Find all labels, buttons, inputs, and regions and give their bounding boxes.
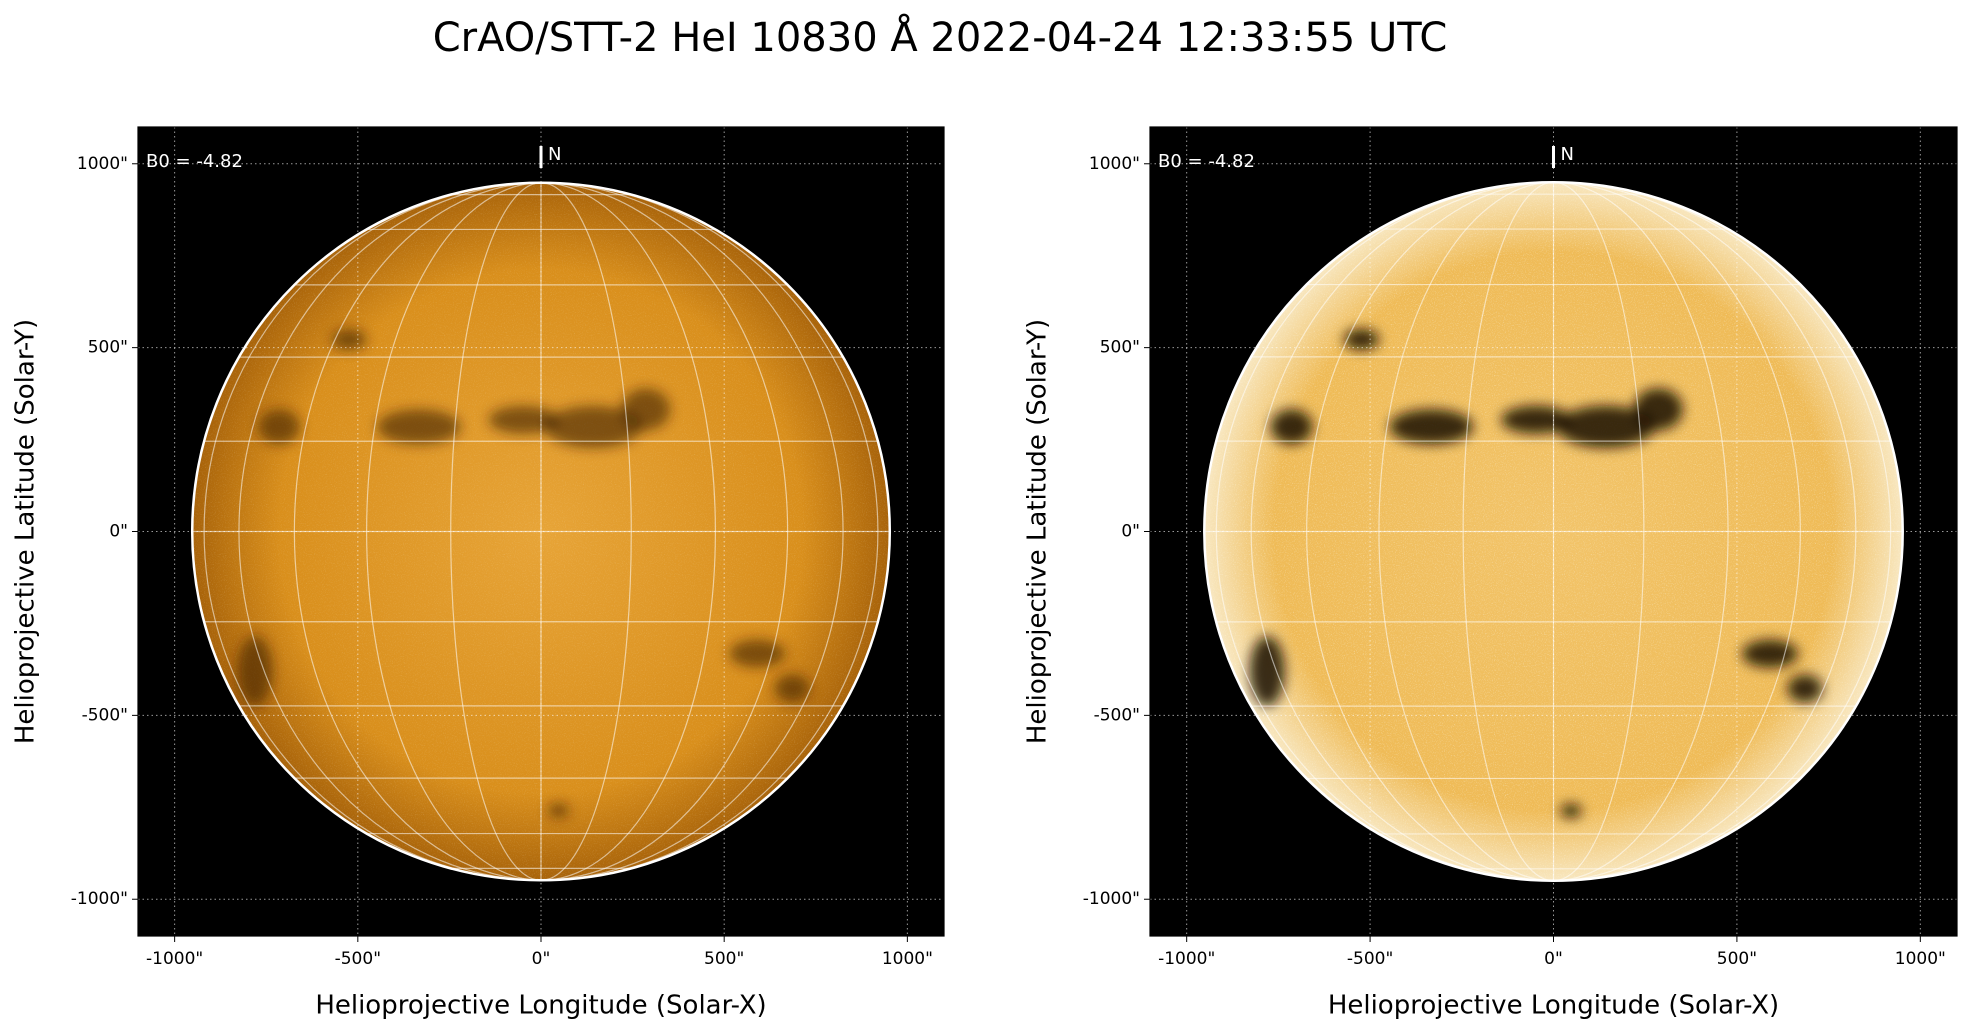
y-tick-label: 500": [88, 338, 128, 358]
y-tick-label: 0": [109, 522, 128, 542]
north-label: N: [1561, 144, 1574, 165]
filament: [1560, 803, 1582, 818]
heliographic-grid: [1204, 182, 1903, 881]
x-tick-label: 500": [1717, 949, 1757, 969]
y-tick-label: 1000": [1089, 154, 1140, 174]
filament: [377, 409, 461, 445]
filament: [1556, 405, 1655, 448]
filament: [237, 636, 273, 706]
x-tick-label: -1000": [146, 949, 203, 969]
panel: -1000" -500" 0" 500" 1000" -1000" -500" 0" 500" 1…: [11, 126, 945, 1021]
x-tick-label: -1000": [1158, 949, 1215, 969]
north-label: N: [548, 144, 561, 165]
x-tick-label: 0": [1544, 949, 1563, 969]
y-tick-label: -500": [82, 705, 128, 725]
filament: [1501, 405, 1571, 434]
x-tick-label: 500": [704, 949, 744, 969]
x-tick-label: 0": [532, 949, 551, 969]
y-axis-label: Helioprojective Latitude (Solar-Y): [11, 319, 41, 744]
x-axis-label: Helioprojective Longitude (Solar-X): [1328, 991, 1779, 1021]
y-tick-label: 1000": [77, 154, 128, 174]
y-axis-label: Helioprojective Latitude (Solar-Y): [1023, 319, 1053, 744]
filament: [547, 803, 569, 818]
y-tick-label: 500": [1100, 338, 1140, 358]
filament: [621, 388, 671, 431]
filament: [1389, 409, 1474, 445]
filament: [1343, 328, 1379, 350]
panel: -1000" -500" 0" 500" 1000" -1000" -500" 0" 500" 1…: [1023, 126, 1958, 1021]
figure-title: CrAO/STT-2 HeI 10830 Å 2022-04-24 12:33:…: [433, 13, 1448, 61]
filament: [544, 405, 643, 448]
plot-frame: [137, 126, 945, 937]
filament: [258, 409, 301, 445]
filament: [1249, 636, 1285, 707]
b0-annotation: B0 = -4.82: [146, 151, 243, 172]
y-tick-label: -500": [1094, 705, 1140, 725]
y-tick-label: -1000": [1083, 889, 1140, 909]
filament: [331, 329, 367, 351]
x-tick-label: 1000": [1895, 949, 1946, 969]
y-tick-label: 0": [1121, 522, 1140, 542]
x-tick-label: -500": [1347, 949, 1393, 969]
filament: [1787, 674, 1823, 703]
filament: [729, 639, 786, 668]
filament: [488, 405, 559, 434]
filament: [774, 674, 810, 703]
filament: [1742, 639, 1798, 668]
filament: [1270, 409, 1313, 445]
x-tick-label: -500": [335, 949, 381, 969]
plot-frame: [1149, 126, 1958, 937]
filament: [1633, 388, 1683, 431]
y-tick-label: -1000": [71, 889, 128, 909]
x-axis-label: Helioprojective Longitude (Solar-X): [315, 991, 766, 1021]
x-tick-label: 1000": [882, 949, 933, 969]
b0-annotation: B0 = -4.82: [1158, 151, 1255, 172]
